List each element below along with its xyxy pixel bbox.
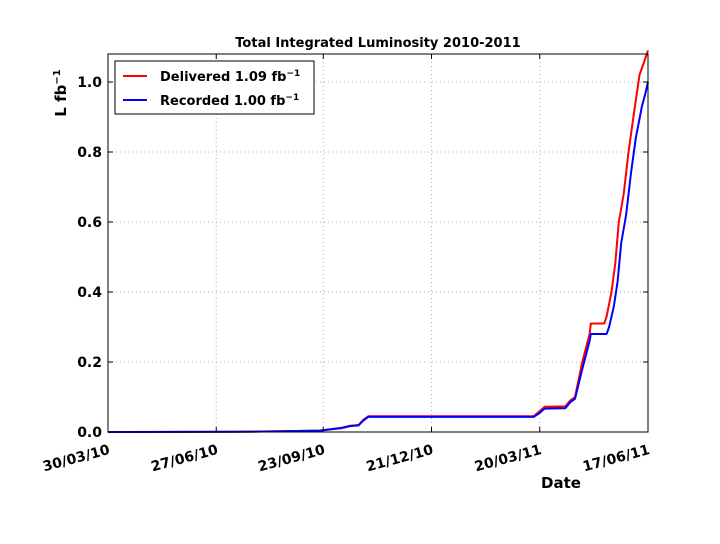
legend: Delivered 1.09 fb−1 Recorded 1.00 fb−1 bbox=[114, 60, 315, 115]
legend-label-delivered: Delivered 1.09 fb−1 bbox=[160, 69, 300, 85]
x-tick-label: 23/09/10 bbox=[256, 442, 327, 475]
y-tick-label: 1.0 bbox=[77, 75, 102, 91]
x-tick-label: 30/03/10 bbox=[41, 442, 112, 475]
y-tick-label: 0.6 bbox=[77, 215, 102, 231]
x-axis-label: Date bbox=[541, 474, 581, 492]
plot-frame bbox=[107, 53, 649, 433]
y-tick-label: 0.2 bbox=[77, 355, 102, 371]
legend-label-recorded-exponent: −1 bbox=[285, 93, 299, 103]
series-line-recorded bbox=[107, 81, 649, 433]
y-axis-label-text: L fb bbox=[52, 84, 70, 116]
x-tick-label: 20/03/11 bbox=[473, 442, 543, 475]
y-tick-label: 0.8 bbox=[77, 145, 102, 161]
legend-label-delivered-text: Delivered 1.09 fb bbox=[160, 70, 286, 85]
y-tick-label: 0.0 bbox=[77, 425, 102, 441]
y-axis-ticks: 0.0 0.2 0.4 0.6 0.8 1.0 bbox=[77, 75, 648, 441]
series-lines bbox=[107, 50, 649, 433]
x-tick-label: 17/06/11 bbox=[581, 442, 651, 475]
legend-box bbox=[114, 60, 315, 115]
chart-title: Total Integrated Luminosity 2010-2011 bbox=[235, 36, 520, 51]
x-axis-ticks: 30/03/10 27/06/10 23/09/10 21/12/10 20/03/11… bbox=[41, 54, 652, 475]
x-tick-label: 21/12/10 bbox=[365, 442, 436, 475]
x-tick-label: 27/06/10 bbox=[149, 442, 220, 475]
y-axis-label: L fb−1 bbox=[52, 69, 70, 116]
legend-label-recorded-text: Recorded 1.00 fb bbox=[160, 94, 285, 109]
y-tick-label: 0.4 bbox=[77, 285, 102, 301]
legend-label-recorded: Recorded 1.00 fb−1 bbox=[160, 93, 299, 109]
legend-label-delivered-exponent: −1 bbox=[286, 69, 300, 79]
y-axis-label-exponent: −1 bbox=[52, 69, 63, 84]
